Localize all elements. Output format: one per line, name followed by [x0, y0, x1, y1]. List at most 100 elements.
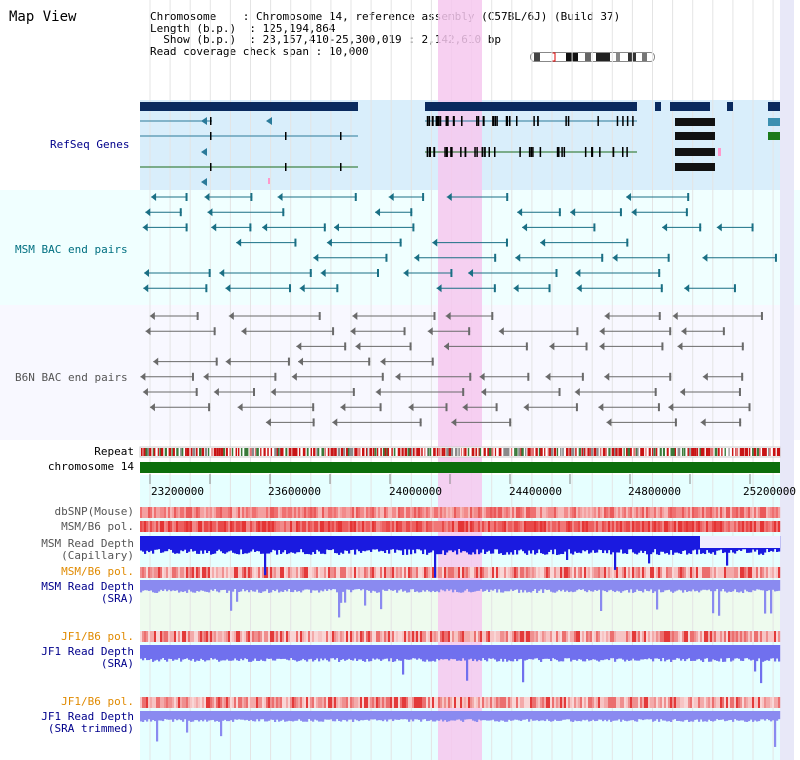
depth-bar [280, 536, 283, 554]
heat-cell [260, 507, 263, 518]
heat-cell [554, 631, 557, 642]
depth-bar [188, 580, 191, 590]
depth-bar [516, 645, 519, 662]
depth-bar [728, 711, 731, 721]
repeat-mark [246, 448, 249, 456]
heat-cell [560, 697, 563, 708]
heat-cell [592, 521, 595, 532]
heat-cell [700, 631, 703, 642]
gene-block[interactable] [425, 102, 637, 111]
heat-cell [364, 697, 367, 708]
gene-exons[interactable] [768, 118, 780, 126]
depth-bar [574, 711, 577, 721]
depth-bar [404, 536, 407, 550]
track-label-msm-depth-capillary[interactable]: MSM Read Depth [41, 537, 134, 550]
track-label-jf1-b6-pol[interactable]: JF1/B6 pol. [61, 630, 134, 643]
heat-cell [326, 521, 329, 532]
gene-exons[interactable] [675, 118, 715, 126]
gene-exons[interactable] [675, 132, 715, 140]
depth-bar [626, 645, 629, 660]
repeat-mark [674, 448, 677, 456]
gene-block[interactable] [670, 102, 710, 111]
heat-cell [482, 631, 485, 642]
heat-cell [728, 567, 731, 578]
bac-end-mark [368, 357, 371, 366]
track-label-jf1-b6-pol-2[interactable]: JF1/B6 pol. [61, 695, 134, 708]
depth-bar [548, 711, 551, 721]
heat-cell [172, 567, 175, 578]
track-label-dbsnp[interactable]: dbSNP(Mouse) [54, 505, 134, 518]
track-label-b6n-bac[interactable]: B6N BAC end pairs [15, 371, 128, 384]
depth-bar [152, 536, 155, 554]
gene-block[interactable] [140, 102, 358, 111]
heat-cell [368, 697, 371, 708]
heat-cell [774, 567, 777, 578]
track-label-msm-bac[interactable]: MSM BAC end pairs [15, 243, 128, 256]
heat-cell [312, 507, 315, 518]
heat-cell [260, 567, 263, 578]
depth-bar [696, 711, 699, 720]
heat-cell [404, 567, 407, 578]
depth-bar [514, 711, 517, 720]
heat-cell [712, 697, 715, 708]
depth-bar [142, 536, 145, 552]
gene-block[interactable] [727, 102, 733, 111]
gene-exons[interactable] [768, 132, 780, 140]
repeat-mark [409, 448, 412, 456]
heat-cell [168, 521, 171, 532]
track-label-refseq[interactable]: RefSeq Genes [50, 138, 130, 151]
gene-exons[interactable] [268, 178, 270, 184]
repeat-mark [728, 448, 730, 456]
repeat-mark [530, 448, 532, 456]
heat-cell [614, 567, 617, 578]
depth-bar [414, 536, 417, 554]
chromosome-bar[interactable] [140, 462, 780, 473]
heat-cell [574, 631, 577, 642]
heat-cell [218, 521, 221, 532]
depth-bar [682, 580, 685, 593]
gene-exons[interactable] [675, 148, 715, 156]
depth-bar [310, 580, 313, 593]
track-label-msm-b6-pol-2[interactable]: MSM/B6 pol. [61, 565, 134, 578]
heat-cell [242, 521, 245, 532]
depth-bar [632, 580, 635, 593]
depth-bar [566, 536, 569, 561]
gene-block[interactable] [655, 102, 661, 111]
gene-block[interactable] [768, 102, 780, 111]
heat-cell [510, 567, 513, 578]
heat-cell [764, 631, 767, 642]
heat-cell [442, 521, 445, 532]
depth-bar [758, 645, 761, 659]
heat-cell [774, 521, 777, 532]
b6n-bac-pairs[interactable] [140, 312, 763, 427]
track-label-repeat[interactable]: Repeat [94, 445, 134, 458]
heat-cell [670, 521, 673, 532]
heat-cell [720, 567, 723, 578]
msm-bac-pairs[interactable] [142, 193, 777, 293]
heat-cell [638, 507, 641, 518]
track-label-jf1-depth-trimmed[interactable]: JF1 Read Depth [41, 710, 134, 723]
depth-bar [590, 645, 593, 661]
track-label-chromosome[interactable]: chromosome 14 [47, 460, 134, 473]
repeat-track[interactable] [139, 446, 781, 458]
heat-cell [702, 631, 705, 642]
heat-cell [474, 631, 477, 642]
depth-bar [734, 711, 737, 720]
heat-cell [686, 521, 689, 532]
heat-cell [740, 567, 743, 578]
heat-cell [632, 567, 635, 578]
track-label-msm-depth-sra[interactable]: MSM Read Depth [41, 580, 134, 593]
track-label-msm-b6-pol[interactable]: MSM/B6 pol. [61, 520, 134, 533]
heat-cell [754, 521, 757, 532]
depth-bar [484, 580, 487, 591]
depth-bar [300, 711, 303, 721]
repeat-mark [387, 448, 390, 456]
depth-bar [174, 711, 177, 720]
depth-bar [688, 711, 691, 722]
gene-exons[interactable] [675, 163, 715, 171]
axis-tick-marks [149, 474, 751, 484]
gene-exons[interactable] [718, 148, 721, 156]
coverage-tracks[interactable] [140, 507, 781, 747]
track-label-jf1-depth-sra[interactable]: JF1 Read Depth [41, 645, 134, 658]
